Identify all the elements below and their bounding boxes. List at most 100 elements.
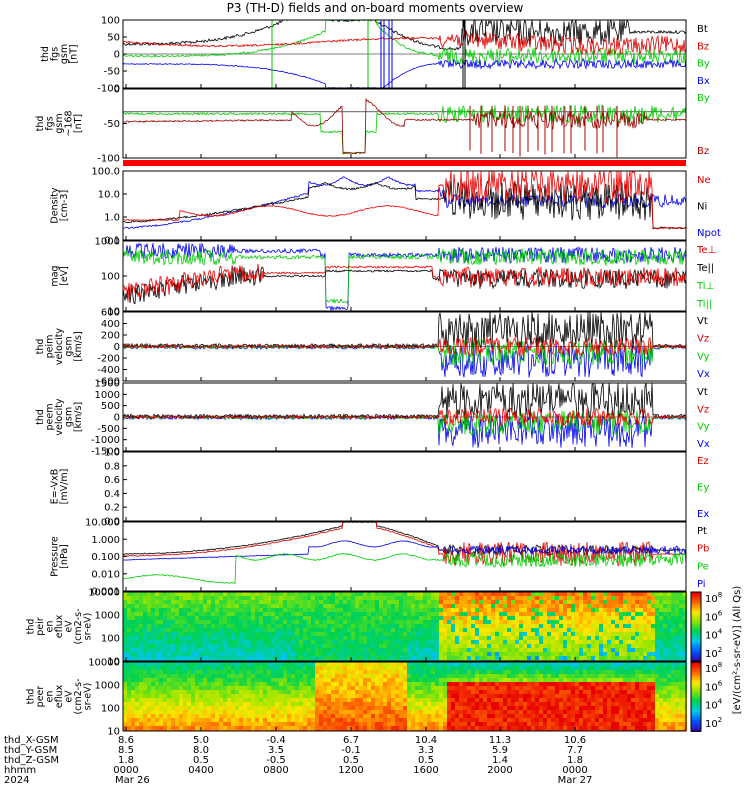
y-axis-label: peim bbox=[45, 335, 56, 359]
y-tick-label: 0.4 bbox=[104, 489, 120, 500]
panel-8-traces bbox=[123, 522, 686, 584]
x-tick-label: 3.3 bbox=[418, 745, 434, 756]
panel-frame bbox=[122, 88, 687, 159]
y-axis-label: [mV/m] bbox=[59, 469, 70, 505]
y-tick-label: 1.000 bbox=[91, 535, 120, 546]
panel-8: 10.000 1.000 0.100 0.010 0.001 Pressure[nPa] P… bbox=[49, 518, 709, 598]
legend-Bz: Bz bbox=[697, 146, 709, 157]
electron-colorbar: 108 106 104 102 bbox=[690, 661, 723, 732]
legend-Bt: Bt bbox=[697, 24, 708, 35]
panel-5-traces bbox=[123, 312, 686, 378]
colorbar-tick-label: 104 bbox=[705, 628, 723, 642]
Bz-trace bbox=[123, 29, 686, 56]
y-tick-label: 10.0 bbox=[98, 190, 120, 201]
x-tick-label: 8.5 bbox=[118, 745, 134, 756]
legend-Ne: Ne bbox=[697, 175, 711, 186]
legend-Vt: Vt bbox=[697, 387, 708, 398]
colorbar-tick-label: 102 bbox=[705, 716, 722, 730]
y-tick-label: 0.001 bbox=[91, 587, 120, 598]
legend-Ez: Ez bbox=[697, 456, 709, 467]
legend-Te||: Te|| bbox=[696, 263, 714, 274]
y-tick-label: 0 bbox=[114, 50, 120, 61]
colorbar-frame bbox=[690, 661, 702, 732]
y-axis-label: (cm2-s- bbox=[73, 678, 84, 714]
y-tick-label: 10.000 bbox=[85, 518, 120, 529]
x-tick-label: -0.1 bbox=[341, 745, 361, 756]
legend-Vx: Vx bbox=[697, 369, 710, 380]
panel-3-traces bbox=[123, 171, 686, 230]
legend-Bx: Bx bbox=[697, 76, 710, 87]
y-axis-label: mag bbox=[49, 265, 60, 286]
x-tick-label: 11.3 bbox=[489, 735, 511, 746]
legend-Ti⊥: Ti⊥ bbox=[696, 281, 714, 292]
x-row-label: thd_X-GSM bbox=[4, 735, 59, 746]
y-tick-label: 10000 bbox=[88, 658, 120, 669]
y-axis-label: (cm2-s- bbox=[73, 608, 84, 644]
y-axis-label: [km/s] bbox=[73, 331, 84, 361]
legend-Pi: Pi bbox=[697, 579, 706, 590]
y-tick-label: -1500 bbox=[91, 447, 120, 458]
y-tick-label: 0 bbox=[114, 413, 120, 424]
panel-frame bbox=[122, 661, 687, 732]
x-row-label: thd_Z-GSM bbox=[4, 755, 59, 766]
Pe-trace bbox=[123, 551, 686, 584]
x-row-label: hhmm bbox=[4, 765, 36, 776]
electron-spectrogram bbox=[123, 662, 687, 731]
y-tick-label: 0.8 bbox=[104, 461, 120, 472]
legend-Bz: Bz bbox=[697, 41, 709, 52]
y-tick-label: -100 bbox=[97, 154, 120, 165]
x-tick-label: 7.7 bbox=[567, 745, 583, 756]
Vz-trace bbox=[123, 407, 686, 427]
y-axis-label: Pressure bbox=[49, 536, 60, 577]
panel-1-traces bbox=[123, 20, 686, 88]
y-tick-label: 0.1 bbox=[104, 236, 120, 247]
y-tick-label: -600 bbox=[97, 377, 120, 388]
y-axis-label: [nT] bbox=[73, 114, 84, 133]
y-tick-label: 0.0 bbox=[104, 517, 120, 528]
y-axis-label: [km/s] bbox=[73, 402, 84, 432]
y-axis-label: [cm-3] bbox=[59, 190, 70, 221]
y-axis-label: Density bbox=[49, 187, 60, 223]
Pi-trace bbox=[123, 540, 686, 561]
y-axis-label: eflux bbox=[54, 614, 65, 638]
y-axis-label: fgs bbox=[45, 116, 56, 130]
Vy-trace bbox=[123, 338, 686, 367]
y-tick-label: -500 bbox=[97, 424, 120, 435]
By-trace bbox=[123, 20, 686, 65]
y-tick-label: 0 bbox=[114, 342, 120, 353]
x-tick-label: 1600 bbox=[413, 765, 438, 776]
x-tick-label: 0000 bbox=[113, 765, 138, 776]
y-axis-label: gsm bbox=[54, 113, 65, 133]
colorbar-tick-label: 106 bbox=[705, 679, 723, 693]
y-axis-label: velocity bbox=[54, 328, 65, 366]
x-tick-label: 1.8 bbox=[567, 755, 583, 766]
y-tick-label: 0 bbox=[114, 85, 120, 96]
y-tick-label: -200 bbox=[97, 354, 120, 365]
x-row-label: 2024 bbox=[4, 775, 29, 786]
y-axis-label: peem bbox=[45, 404, 56, 431]
y-axis-label: peir bbox=[35, 617, 46, 636]
y-tick-label: 10 bbox=[107, 727, 120, 738]
legend-Ti||: Ti|| bbox=[696, 299, 712, 310]
Te-perp-trace bbox=[123, 264, 686, 302]
panel-frame bbox=[122, 451, 687, 522]
panel-9: 10000 1000 100 10 thdpeirenefluxeV(cm2-s-sr-… bbox=[26, 588, 127, 668]
y-axis-label: peer bbox=[35, 686, 46, 708]
y-axis-label: [eV] bbox=[59, 266, 70, 286]
panel-4-traces bbox=[123, 242, 686, 311]
x-tick-label: 8.0 bbox=[193, 745, 209, 756]
panel-frame bbox=[122, 382, 687, 452]
y-axis-label: thd bbox=[35, 339, 46, 355]
x-tick-label: 5.9 bbox=[492, 745, 508, 756]
y-tick-label: -50 bbox=[104, 119, 120, 130]
y-tick-label: 100 bbox=[101, 634, 120, 645]
legend-Pb: Pb bbox=[697, 544, 709, 555]
legend-By: By bbox=[697, 93, 710, 104]
y-tick-label: 1000 bbox=[95, 681, 120, 692]
Te-par-trace bbox=[123, 266, 686, 305]
y-tick-label: 1.0 bbox=[104, 213, 120, 224]
x-tick-label: 1.4 bbox=[492, 755, 508, 766]
panel-10: 10000 1000 100 10 thdpeerenefluxeV(cm2-s-sr-… bbox=[26, 658, 127, 738]
